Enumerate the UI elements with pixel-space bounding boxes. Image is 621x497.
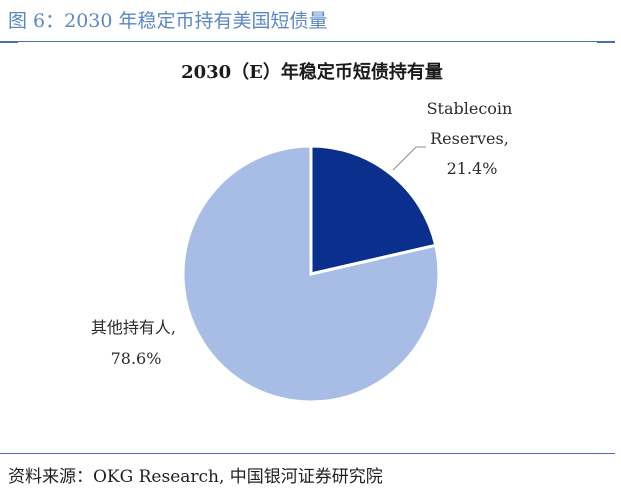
top-rule-right-tick: [597, 41, 615, 43]
pie-slices: [181, 144, 441, 404]
slice-label-stablecoin-line1: Stablecoin: [427, 99, 513, 118]
top-rule-left-tick: [0, 41, 18, 43]
pie-slice-stablecoin: [309, 144, 438, 276]
chart-title: 2030（E）年稳定币短债持有量: [181, 61, 443, 83]
slice-label-others-value: 78.6%: [111, 349, 162, 368]
source-note: 资料来源：OKG Research, 中国银河证券研究院: [8, 467, 383, 487]
leader-line-stablecoin-segment: [392, 146, 417, 171]
figure-caption: 图 6：2030 年稳定币持有美国短债量: [8, 10, 328, 32]
slice-label-stablecoin-value: 21.4%: [447, 159, 498, 178]
slice-label-others-line1: 其他持有人,: [91, 318, 176, 337]
slice-label-others: 其他持有人, 78.6%: [91, 318, 181, 368]
top-rule: [0, 41, 615, 42]
pie-chart: 2030（E）年稳定币短债持有量 Stablecoin Reserves, 21…: [91, 61, 518, 404]
slice-label-stablecoin: Stablecoin Reserves, 21.4%: [427, 99, 518, 178]
slice-label-stablecoin-line2: Reserves,: [430, 129, 509, 148]
bottom-rule: [0, 453, 615, 454]
pie-slice-others: [181, 144, 441, 404]
